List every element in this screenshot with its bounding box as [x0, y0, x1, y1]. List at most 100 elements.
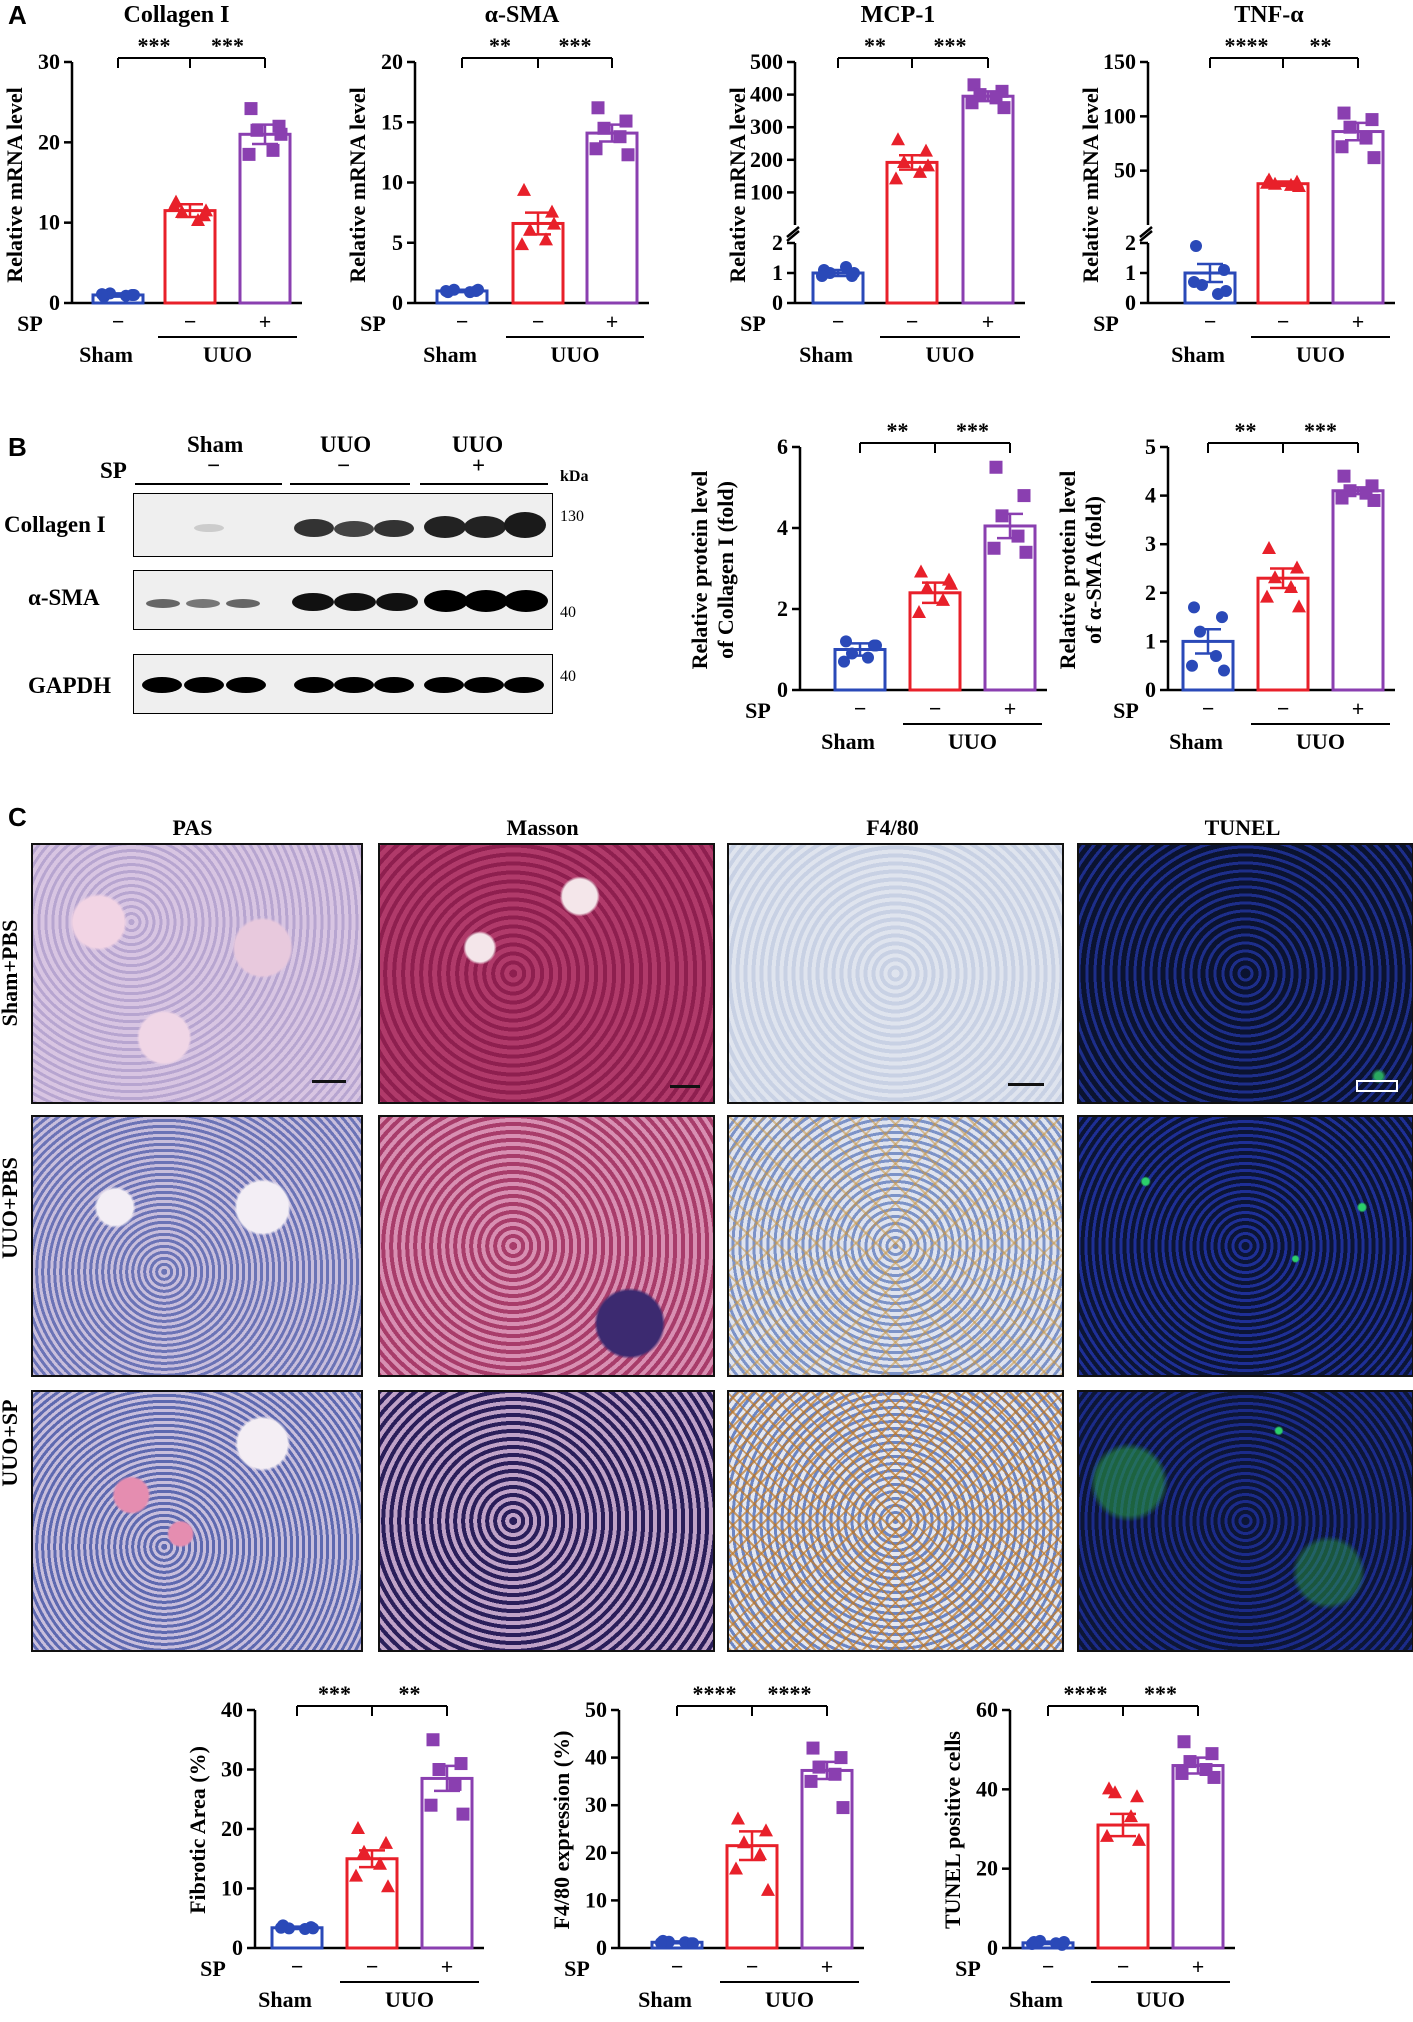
chart-a4-sign-sham: − — [1204, 309, 1217, 334]
chart-c2-point — [812, 1760, 826, 1774]
blot-sign-1: − — [207, 453, 221, 478]
chart-c1-point — [424, 1798, 438, 1812]
chart-a1-point — [199, 203, 213, 217]
chart-b1-ytick-label: 6 — [777, 434, 788, 459]
chart-b2-point — [1292, 599, 1306, 613]
chart-a1-point — [242, 147, 256, 161]
chart-c2-sign-uuo-sp: + — [821, 1954, 834, 1979]
blot-sign-3: + — [472, 453, 486, 478]
chart-a3-point — [816, 270, 828, 282]
chart-a2-uuo-label: UUO — [551, 342, 600, 367]
chart-a1-ytick-label: 30 — [38, 49, 60, 74]
chart-c3-point — [1177, 1735, 1191, 1749]
chart-a2-ytick-label: 10 — [381, 170, 403, 195]
chart-c1-point — [379, 1835, 393, 1849]
chart-a4-point — [1218, 264, 1230, 276]
chart-a1-sp-label: SP — [17, 311, 43, 336]
chart-c1-ytick-label: 30 — [221, 1757, 243, 1782]
chart-a1-sham-label: Sham — [79, 342, 133, 367]
scale-bar-f480 — [1008, 1083, 1044, 1086]
chart-c3-sign-uuo-sp: + — [1192, 1954, 1205, 1979]
chart-b1-point — [995, 509, 1009, 523]
chart-a3-point — [965, 96, 979, 110]
chart-b2-point — [1290, 560, 1304, 574]
chart-b1-point — [840, 635, 852, 648]
chart-a3-axis-break — [786, 226, 800, 238]
chart-c2-point — [806, 1741, 820, 1755]
chart-c2-ytick-label: 10 — [585, 1887, 607, 1912]
chart-b1-point — [989, 460, 1003, 474]
chart-a3-ytick-label: 300 — [750, 114, 783, 139]
chart-a1-point — [250, 123, 264, 137]
chart-a2-ylabel: Relative mRNA level — [345, 87, 370, 283]
chart-a1-point — [167, 198, 181, 212]
chart-b1-ylabel: of Collagen I (fold) — [713, 481, 738, 659]
chart-a4-sp-label: SP — [1093, 311, 1119, 336]
chart-b1-sig-label: ** — [887, 418, 909, 443]
chart-b2-point — [1210, 649, 1222, 662]
panel-letter-c: C — [8, 802, 27, 832]
chart-c1-sham-label: Sham — [258, 1987, 312, 2012]
image-f480-sham — [727, 843, 1064, 1104]
chart-a2-point — [539, 232, 553, 246]
panel-letter-b: B — [8, 432, 27, 462]
chart-a4-ytick-label: 50 — [1114, 158, 1136, 183]
chart-b1-sp-label: SP — [745, 698, 771, 723]
chart-b2-sign-uuo: − — [1277, 696, 1290, 721]
chart-a3-point — [913, 164, 927, 178]
chart-a3-sp-label: SP — [740, 311, 766, 336]
blot-strip-collagen — [133, 493, 553, 557]
chart-a1-title: Collagen I — [123, 2, 229, 28]
image-tunel-uuo-sp — [1077, 1390, 1413, 1652]
chart-c1-uuo-label: UUO — [385, 1987, 434, 2012]
chart-b1-ylabel: Relative protein level — [687, 471, 712, 670]
chart-b1-uuo-label: UUO — [948, 729, 997, 754]
chart-c2-point — [828, 1767, 842, 1781]
chart-a1-sig-label: *** — [138, 33, 171, 58]
chart-c3-uuo-label: UUO — [1136, 1987, 1185, 2012]
chart-a4-point — [1367, 151, 1381, 165]
chart-a2-point — [517, 182, 531, 196]
chart-c3-point — [1100, 1828, 1114, 1842]
blot-kda-sma: 40 — [560, 604, 576, 621]
scale-bar-pas — [312, 1080, 346, 1083]
chart-c3-point — [1205, 1747, 1219, 1761]
blot-col-header-sham: Sham — [187, 432, 244, 457]
chart-a3-ytick-label: 500 — [750, 49, 783, 74]
chart-a3-point — [848, 267, 860, 279]
chart-b1-sig-label: *** — [956, 418, 989, 443]
chart-a4-point — [1335, 140, 1349, 154]
chart-c1-point — [432, 1763, 446, 1776]
chart-c2-ylabel: F4/80 expression (%) — [549, 1731, 574, 1930]
chart-b2-ytick-label: 0 — [1145, 677, 1156, 702]
chart-b1-point — [912, 605, 926, 619]
chart-c1-point — [351, 1821, 365, 1834]
chart-b1-sign-uuo-sp: + — [1004, 696, 1017, 721]
chart-c1-sign-uuo: − — [366, 1954, 379, 1979]
chart-a3-ytick-label: 2 — [772, 230, 783, 255]
chart-b2-ytick-label: 2 — [1145, 580, 1156, 605]
chart-a4-uuo-label: UUO — [1296, 342, 1345, 367]
chart-b1-point — [870, 639, 882, 652]
chart-c3-point — [1175, 1766, 1189, 1780]
blot-row-label-gapdh: GAPDH — [28, 673, 112, 698]
chart-a3-point — [997, 101, 1011, 115]
chart-b2-point — [1194, 625, 1206, 638]
chart-c2-point — [759, 1823, 773, 1837]
chart-c1-sp-label: SP — [200, 1956, 226, 1981]
blot-group-line-1 — [135, 483, 282, 485]
chart-a4-ytick-label: 100 — [1103, 103, 1136, 128]
chart-b2-point — [1335, 491, 1349, 505]
blot-sp-label: SP — [100, 458, 127, 483]
chart-c3-ytick-label: 20 — [976, 1856, 998, 1881]
chart-a4-bar — [1256, 182, 1310, 305]
histo-col-pas: PAS — [172, 815, 213, 840]
chart-a3-title: MCP-1 — [861, 2, 936, 28]
chart-c2-ytick-label: 50 — [585, 1697, 607, 1722]
chart-a4-sig-label: **** — [1225, 33, 1269, 58]
chart-b2-point — [1262, 541, 1276, 555]
chart-a4-ylabel: Relative mRNA level — [1078, 87, 1103, 283]
chart-b2-sign-sham: − — [1202, 696, 1215, 721]
chart-a1-ytick-label: 0 — [49, 290, 60, 315]
